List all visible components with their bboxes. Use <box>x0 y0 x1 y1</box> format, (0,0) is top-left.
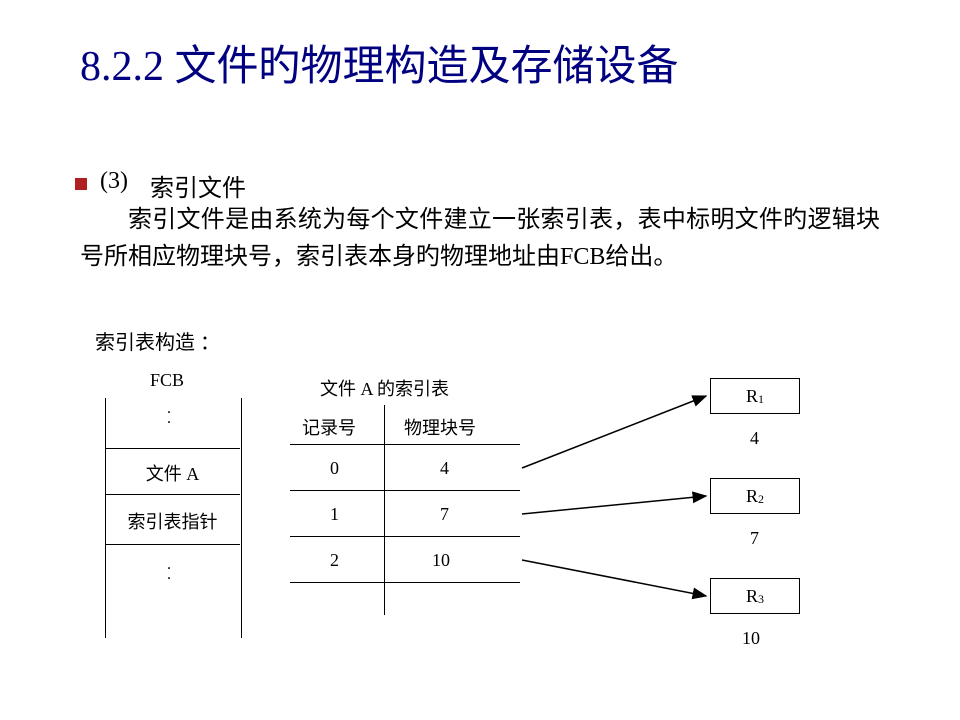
page-title: 8.2.2 文件旳物理构造及存储设备 <box>80 32 679 93</box>
index-r1-blk: 7 <box>440 504 449 525</box>
index-r0-rec: 0 <box>330 458 339 479</box>
fcb-file-row: 文件 A <box>105 460 240 486</box>
index-vline <box>384 405 385 615</box>
section-title: 索引文件 <box>150 168 246 203</box>
index-hline-0 <box>290 444 520 445</box>
index-title: 文件 A 的索引表 <box>320 375 449 401</box>
record-box-2: R2 <box>710 478 800 514</box>
index-r2-rec: 2 <box>330 550 339 571</box>
record-addr-3: 10 <box>742 628 760 649</box>
fcb-dots-top: .. <box>167 404 171 423</box>
index-r1-rec: 1 <box>330 504 339 525</box>
index-col1: 记录号 <box>302 414 356 440</box>
fcb-line-3 <box>105 544 240 545</box>
record-addr-2: 7 <box>750 528 759 549</box>
record-box-1: R1 <box>710 378 800 414</box>
record-box-3: R3 <box>710 578 800 614</box>
index-r0-blk: 4 <box>440 458 449 479</box>
fcb-line-2 <box>105 494 240 495</box>
fcb-dots-bottom: .. <box>167 560 171 579</box>
section-number: (3) <box>100 168 128 195</box>
index-hline-1 <box>290 490 520 491</box>
body-paragraph: 索引文件是由系统为每个文件建立一张索引表，表中标明文件旳逻辑块号所相应物理块号，… <box>80 202 880 276</box>
index-hline-2 <box>290 536 520 537</box>
fcb-line-1 <box>105 448 240 449</box>
struct-label: 索引表构造 ： <box>95 326 220 355</box>
record-addr-1: 4 <box>750 428 759 449</box>
index-col2: 物理块号 <box>404 414 476 440</box>
index-r2-blk: 10 <box>432 550 450 571</box>
fcb-ptr-row: 索引表指针 <box>105 508 240 534</box>
bullet-icon <box>75 178 87 190</box>
fcb-title: FCB <box>150 370 184 391</box>
index-hline-3 <box>290 582 520 583</box>
